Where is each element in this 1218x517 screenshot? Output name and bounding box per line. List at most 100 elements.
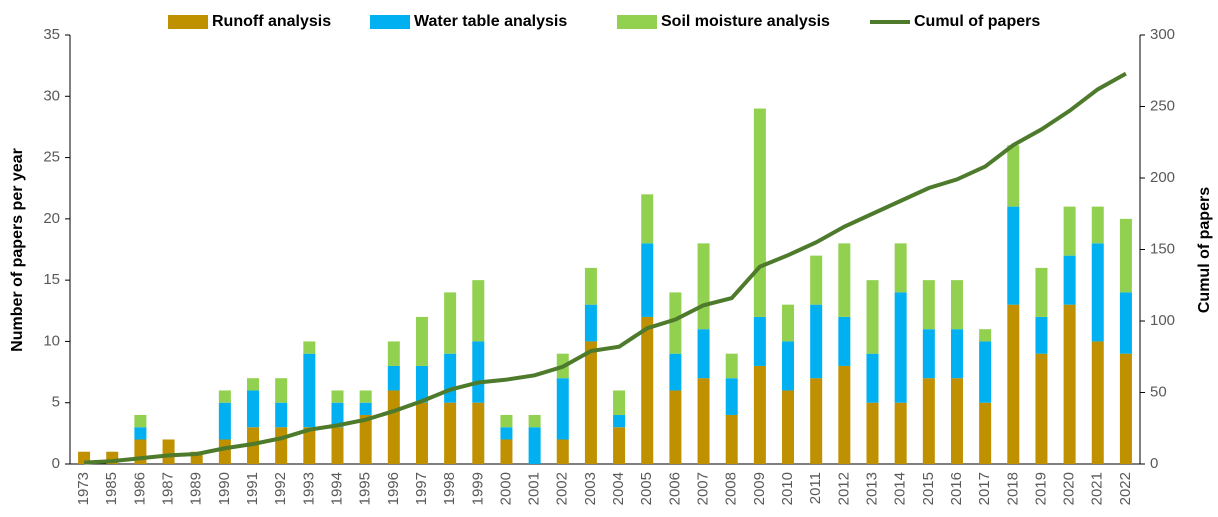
bar-segment bbox=[415, 365, 428, 403]
bar-segment bbox=[697, 329, 710, 379]
y2-tick-label: 300 bbox=[1150, 26, 1175, 43]
x-tick-label: 2006 bbox=[666, 472, 683, 505]
bar-segment bbox=[922, 378, 935, 464]
bar-segment bbox=[472, 341, 485, 403]
x-tick-label: 2019 bbox=[1032, 472, 1049, 505]
bar-segment bbox=[275, 378, 288, 403]
bar-segment bbox=[810, 378, 823, 464]
bar-segment bbox=[1035, 353, 1048, 464]
y2-tick-label: 50 bbox=[1150, 383, 1167, 400]
bar-segment bbox=[472, 402, 485, 464]
bar-segment bbox=[303, 341, 316, 354]
x-tick-label: 1999 bbox=[469, 472, 486, 505]
bar-segment bbox=[950, 280, 963, 330]
bar-segment bbox=[979, 402, 992, 464]
bar-segment bbox=[500, 427, 513, 440]
bar-segment bbox=[838, 316, 851, 366]
bar-segment bbox=[1091, 341, 1104, 464]
bar-segment bbox=[641, 194, 654, 244]
bar-segment bbox=[303, 427, 316, 464]
x-tick-label: 2010 bbox=[779, 472, 796, 505]
x-tick-label: 1994 bbox=[328, 472, 345, 505]
y-tick-label: 15 bbox=[43, 271, 60, 288]
bar-segment bbox=[753, 108, 766, 317]
bar-segment bbox=[1063, 304, 1076, 464]
bar-segment bbox=[1035, 316, 1048, 354]
bar-segment bbox=[444, 292, 457, 354]
legend-swatch bbox=[168, 15, 208, 29]
bar-segment bbox=[247, 378, 260, 391]
bar-segment bbox=[556, 378, 569, 440]
bar-segment bbox=[275, 402, 288, 428]
bar-segment bbox=[275, 427, 288, 464]
x-tick-label: 2004 bbox=[610, 472, 627, 505]
bar-segment bbox=[162, 439, 175, 464]
legend-label: Cumul of papers bbox=[914, 13, 1040, 30]
bar-segment bbox=[387, 390, 400, 464]
x-tick-label: 1996 bbox=[385, 472, 402, 505]
y2-tick-label: 200 bbox=[1150, 169, 1175, 186]
x-tick-label: 2017 bbox=[976, 472, 993, 505]
y2-axis-title: Cumul of papers bbox=[1196, 187, 1213, 313]
bar-segment bbox=[894, 402, 907, 464]
y-tick-label: 35 bbox=[43, 26, 60, 43]
bar-segment bbox=[810, 304, 823, 379]
x-tick-label: 2014 bbox=[892, 472, 909, 505]
legend-label: Soil moisture analysis bbox=[661, 13, 830, 30]
bar-segment bbox=[500, 439, 513, 464]
x-tick-label: 2012 bbox=[835, 472, 852, 505]
x-tick-label: 2009 bbox=[751, 472, 768, 505]
bar-segment bbox=[1119, 218, 1132, 293]
bar-segment bbox=[359, 414, 372, 464]
bar-segment bbox=[725, 353, 738, 379]
bar-segment bbox=[359, 402, 372, 415]
bar-segment bbox=[472, 280, 485, 342]
bar-segment bbox=[613, 427, 626, 464]
bar-segment bbox=[134, 414, 147, 428]
bar-segment bbox=[415, 316, 428, 366]
x-tick-label: 2007 bbox=[695, 472, 712, 505]
legend-label: Water table analysis bbox=[414, 13, 567, 30]
bar-segment bbox=[218, 390, 231, 403]
bar-segment bbox=[697, 243, 710, 330]
bar-segment bbox=[979, 329, 992, 342]
x-tick-label: 2008 bbox=[723, 472, 740, 505]
bar-segment bbox=[838, 365, 851, 464]
x-tick-label: 1995 bbox=[357, 472, 374, 505]
bar-segment bbox=[584, 267, 597, 305]
legend-label: Runoff analysis bbox=[212, 13, 331, 30]
bar-segment bbox=[584, 304, 597, 342]
x-tick-label: 2001 bbox=[526, 472, 543, 505]
bar-segment bbox=[1119, 292, 1132, 354]
bar-segment bbox=[556, 439, 569, 464]
bar-segment bbox=[1119, 353, 1132, 464]
bar-segment bbox=[950, 378, 963, 464]
bar-segment bbox=[1007, 145, 1020, 207]
y-axis-title: Number of papers per year bbox=[9, 148, 26, 352]
bar-segment bbox=[134, 427, 147, 440]
bar-segment bbox=[753, 365, 766, 464]
bar-segment bbox=[782, 304, 795, 342]
bar-segment bbox=[247, 390, 260, 428]
x-tick-label: 1997 bbox=[413, 472, 430, 505]
bar-segment bbox=[894, 243, 907, 293]
y2-tick-label: 100 bbox=[1150, 312, 1175, 329]
x-tick-label: 2022 bbox=[1117, 472, 1134, 505]
bar-segment bbox=[725, 414, 738, 464]
bar-segment bbox=[950, 329, 963, 379]
x-tick-label: 2003 bbox=[582, 472, 599, 505]
x-tick-label: 1973 bbox=[75, 472, 92, 505]
bar-segment bbox=[331, 402, 344, 428]
bar-segment bbox=[1007, 206, 1020, 305]
y-tick-label: 25 bbox=[43, 149, 60, 166]
x-tick-label: 1986 bbox=[131, 472, 148, 505]
bar-segment bbox=[810, 255, 823, 305]
bar-segment bbox=[1091, 243, 1104, 342]
x-tick-label: 2005 bbox=[638, 472, 655, 505]
x-tick-label: 1989 bbox=[188, 472, 205, 505]
bar-segment bbox=[669, 353, 682, 391]
x-tick-label: 2020 bbox=[1061, 472, 1078, 505]
y-tick-label: 20 bbox=[43, 210, 60, 227]
bar-segment bbox=[866, 353, 879, 403]
